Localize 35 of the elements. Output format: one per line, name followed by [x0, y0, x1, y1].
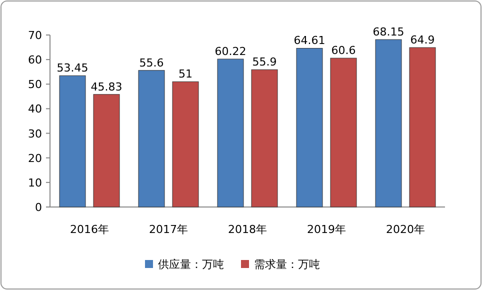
x-tick-label: 2018年	[228, 223, 267, 236]
bar	[375, 39, 402, 208]
data-label: 64.9	[410, 34, 435, 47]
data-label: 68.15	[372, 26, 404, 39]
y-tick-label: 50	[28, 78, 42, 92]
y-tick-label: 60	[28, 54, 42, 67]
data-label: 45.83	[90, 80, 122, 94]
y-tick-label: 30	[28, 127, 42, 140]
bar	[251, 69, 278, 208]
bar	[93, 94, 120, 208]
x-tick-label: 2016年	[70, 223, 109, 236]
bar	[59, 75, 86, 208]
y-tick-label: 20	[28, 152, 42, 165]
y-tick-label: 40	[28, 102, 42, 116]
bar	[172, 81, 199, 208]
bar	[296, 48, 323, 208]
x-tick-label: 2020年	[386, 223, 425, 236]
bar	[138, 70, 165, 208]
bar	[217, 58, 244, 208]
legend-label: 供应量：万吨	[158, 258, 224, 271]
data-label: 53.45	[56, 62, 88, 75]
data-label: 60.22	[214, 45, 246, 58]
y-tick-label: 0	[35, 201, 42, 214]
x-tick-label: 2019年	[307, 223, 346, 236]
data-label: 64.61	[294, 34, 326, 48]
y-tick-label: 70	[28, 29, 42, 42]
bar	[330, 58, 357, 208]
data-label: 55.9	[252, 56, 277, 69]
x-tick-label: 2017年	[149, 223, 188, 236]
data-label: 51	[178, 68, 192, 81]
data-label: 55.6	[139, 56, 164, 70]
y-tick-label: 10	[28, 176, 42, 190]
data-label: 60.6	[331, 44, 356, 58]
legend-label: 需求量：万吨	[254, 258, 320, 271]
bar	[409, 47, 436, 208]
